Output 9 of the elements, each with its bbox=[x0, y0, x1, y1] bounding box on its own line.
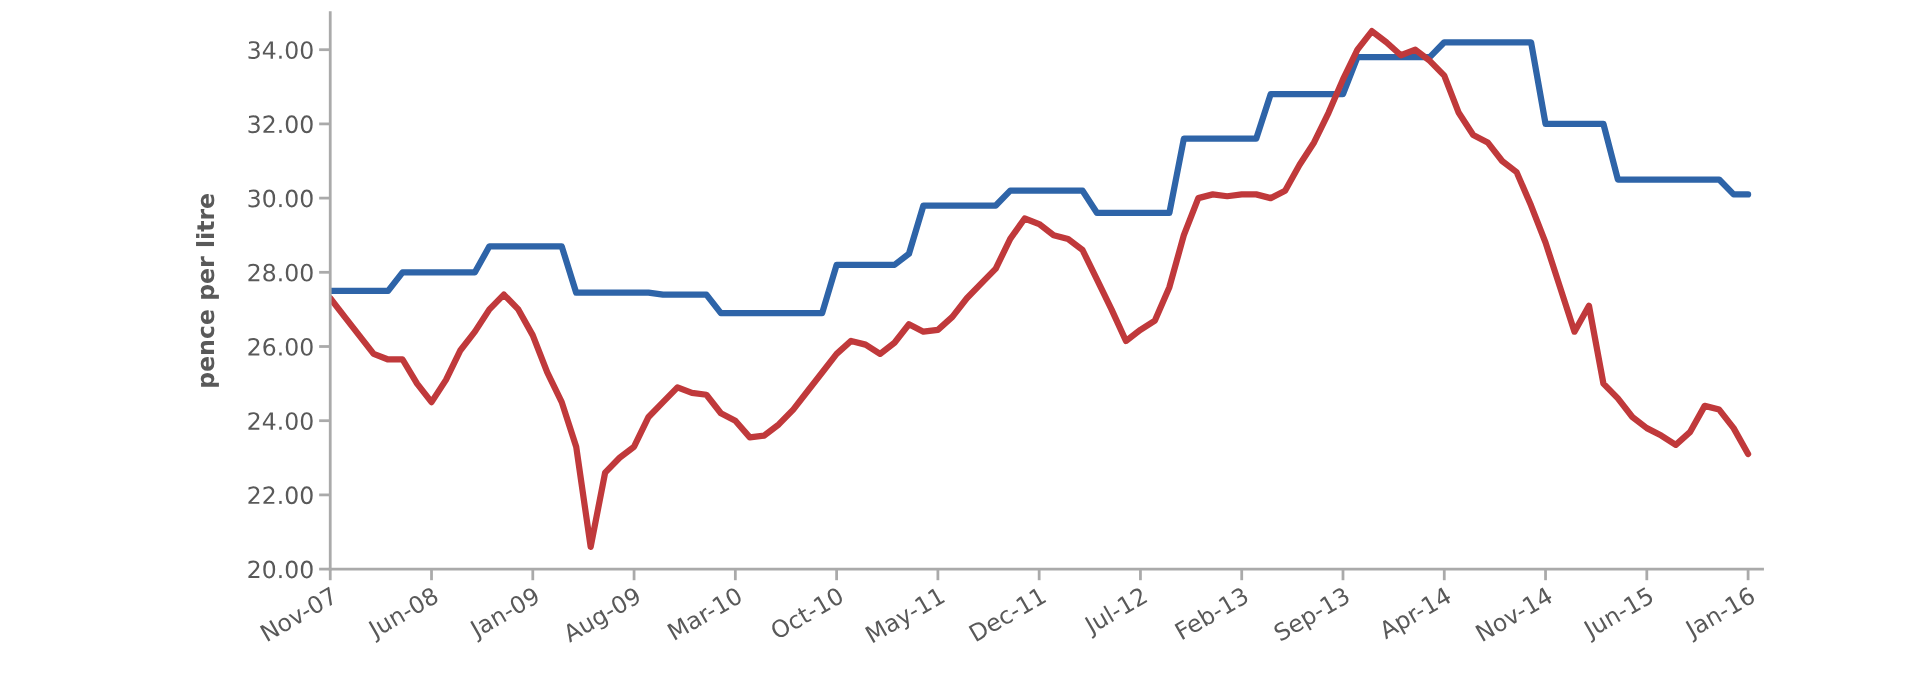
y-tick-label: 34.00 bbox=[248, 41, 313, 60]
y-tick-label: 32.00 bbox=[248, 115, 313, 134]
y-axis-title: pence per litre bbox=[196, 194, 219, 387]
y-tick-label: 30.00 bbox=[248, 189, 313, 208]
y-tick-label: 24.00 bbox=[248, 412, 313, 431]
y-tick-label: 20.00 bbox=[248, 560, 313, 579]
y-tick-label: 26.00 bbox=[248, 337, 313, 356]
y-tick-label: 28.00 bbox=[248, 263, 313, 282]
y-tick-label: 22.00 bbox=[248, 486, 313, 505]
